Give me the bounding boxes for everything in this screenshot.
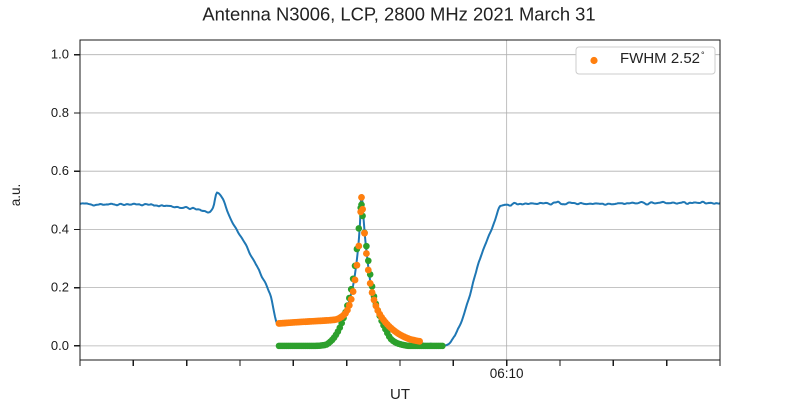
svg-text:a.u.: a.u.: [8, 184, 23, 207]
svg-text:0.0: 0.0: [51, 338, 69, 353]
svg-text:0.6: 0.6: [51, 163, 69, 178]
svg-text:Antenna N3006, LCP, 2800 MHz 2: Antenna N3006, LCP, 2800 MHz 2021 March …: [202, 4, 595, 25]
svg-text:06:10: 06:10: [490, 366, 524, 381]
svg-text:UT: UT: [390, 386, 410, 400]
svg-text:0.2: 0.2: [51, 280, 69, 295]
svg-text:1.0: 1.0: [51, 47, 69, 62]
svg-text:0.4: 0.4: [51, 221, 69, 236]
svg-text:°: °: [701, 50, 705, 60]
svg-text:FWHM 2.52: FWHM 2.52: [620, 50, 700, 67]
svg-text:0.8: 0.8: [51, 105, 69, 120]
